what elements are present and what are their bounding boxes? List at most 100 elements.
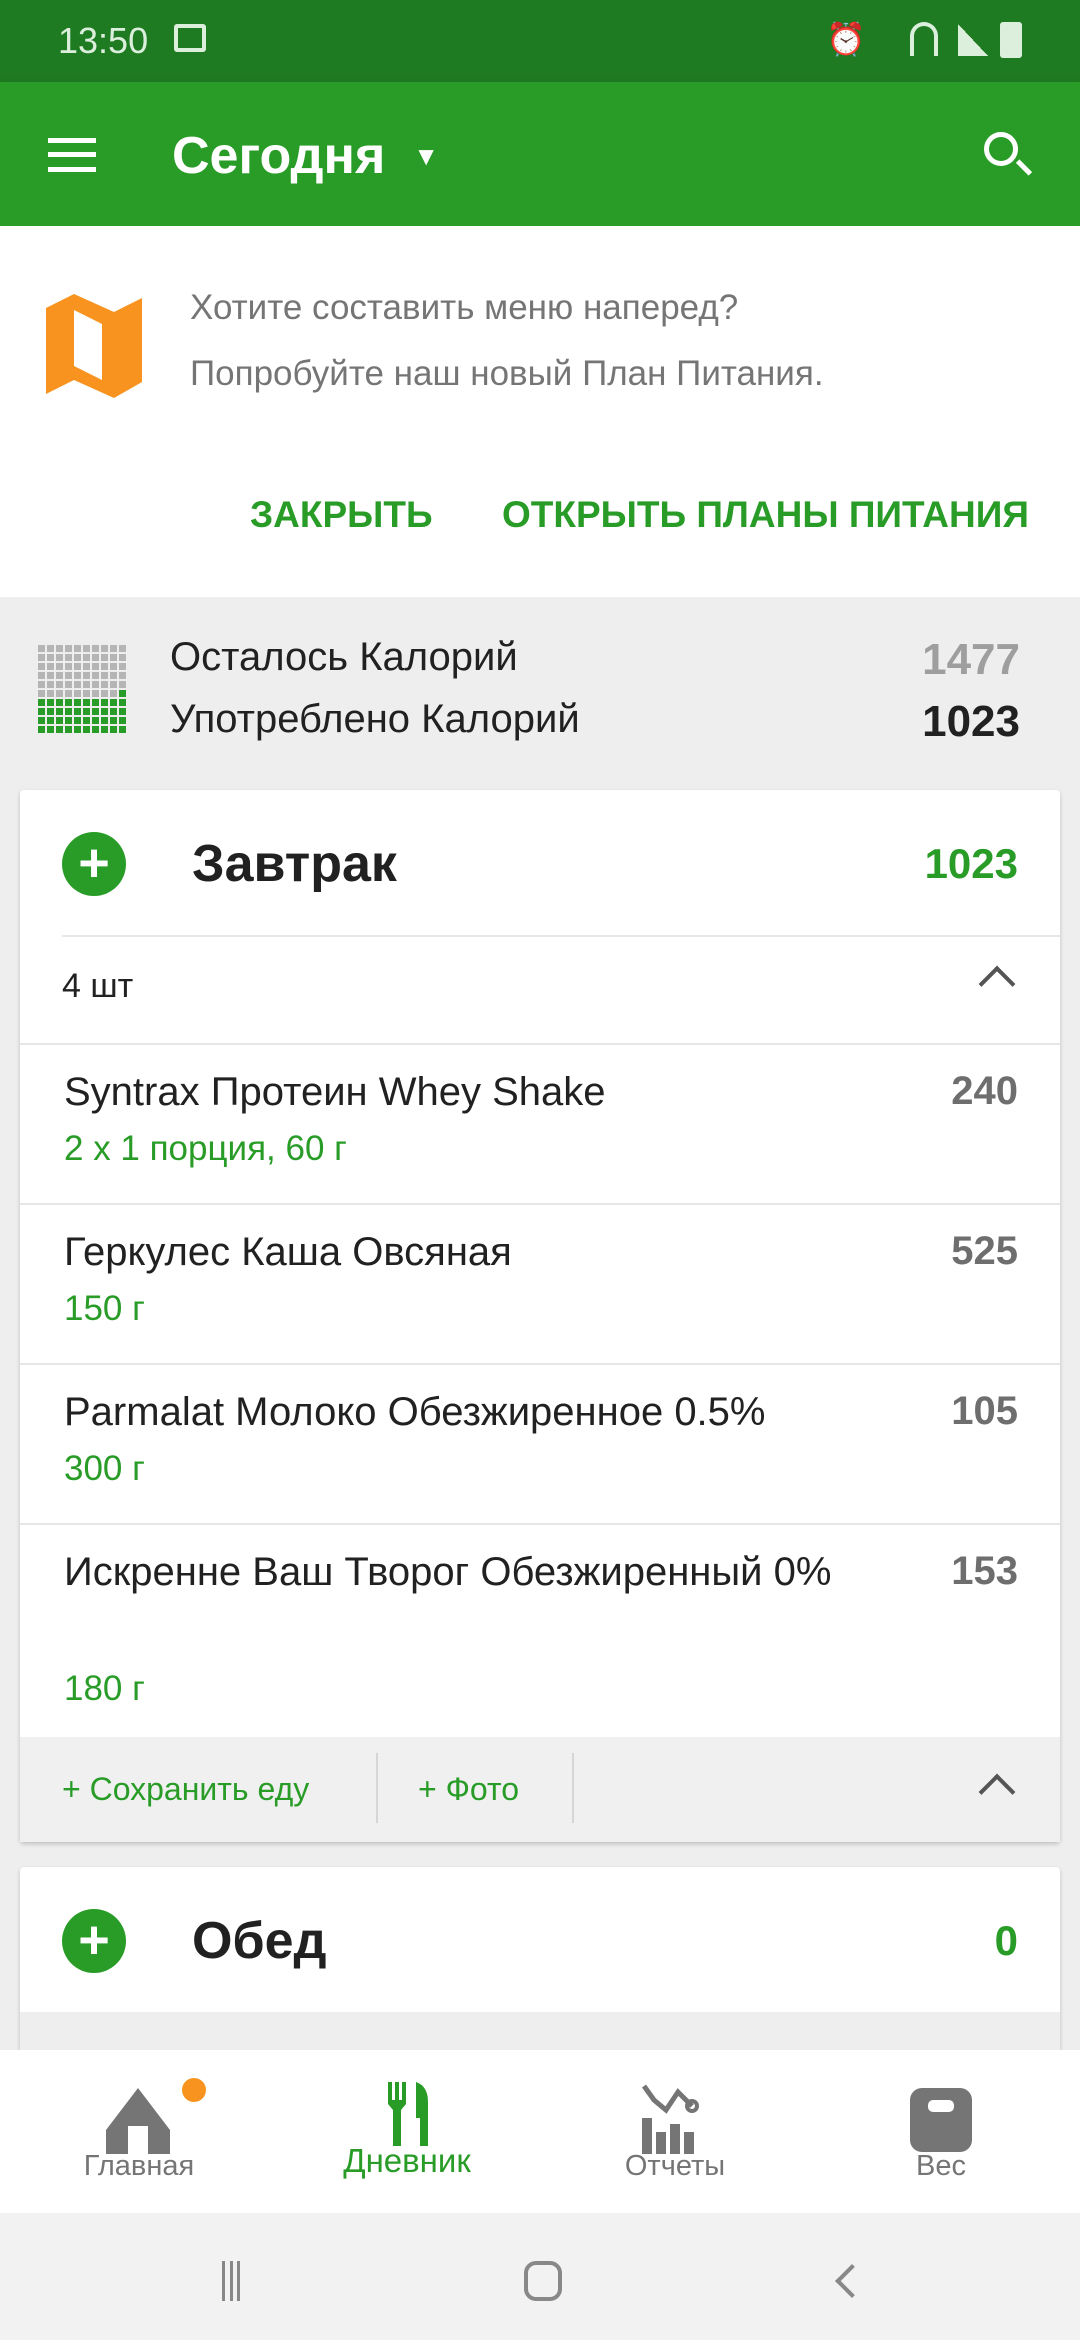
chevron-up-icon[interactable] [978, 965, 1016, 1003]
food-serving: 300 г [64, 1449, 145, 1488]
food-name: Геркулес Каша Овсяная [64, 1230, 512, 1274]
grid-cell [83, 681, 90, 688]
add-breakfast-button[interactable]: + [62, 832, 126, 896]
grid-cell [65, 645, 72, 652]
grid-cell [38, 645, 45, 652]
food-item[interactable]: Syntrax Протеин Whey Shake 2 x 1 порция,… [20, 1043, 1060, 1203]
grid-cell [38, 717, 45, 724]
grid-cell [101, 663, 108, 670]
home-button[interactable] [524, 2261, 562, 2301]
consumed-label: Употреблено Калорий [170, 697, 580, 741]
grid-cell [38, 654, 45, 661]
grid-cell [119, 690, 126, 697]
food-item[interactable]: Parmalat Молоко Обезжиренное 0.5% 300 г … [20, 1363, 1060, 1523]
recent-apps-button[interactable] [222, 2261, 240, 2301]
chevron-up-icon[interactable] [978, 1773, 1016, 1811]
grid-cell [110, 672, 117, 679]
grid-cell [119, 708, 126, 715]
grid-cell [74, 663, 81, 670]
grid-cell [47, 681, 54, 688]
items-count-row[interactable]: 4 шт [62, 935, 1060, 1043]
menu-icon[interactable] [48, 138, 96, 172]
food-name: Syntrax Протеин Whey Shake [64, 1070, 606, 1114]
add-lunch-button[interactable]: + [62, 1909, 126, 1973]
grid-cell [47, 699, 54, 706]
wifi-icon [910, 22, 938, 56]
back-button[interactable] [835, 2264, 869, 2298]
food-name: Parmalat Молоко Обезжиренное 0.5% [64, 1390, 766, 1434]
bottom-nav: Главная Дневник Отчеты Вес [0, 2050, 1080, 2213]
grid-cell [74, 699, 81, 706]
banner-line2: Попробуйте наш новый План Питания. [190, 354, 824, 393]
grid-cell [56, 654, 63, 661]
grid-cell [47, 654, 54, 661]
grid-cell [83, 663, 90, 670]
meal-plan-banner: Хотите составить меню наперед? Попробуйт… [0, 226, 1080, 597]
grid-cell [65, 726, 72, 733]
system-nav-bar [0, 2213, 1080, 2340]
food-item[interactable]: Геркулес Каша Овсяная 150 г 525 [20, 1203, 1060, 1363]
grid-cell [83, 654, 90, 661]
grid-cell [38, 663, 45, 670]
grid-cell [83, 699, 90, 706]
open-meal-plans-button[interactable]: ОТКРЫТЬ ПЛАНЫ ПИТАНИЯ [502, 494, 1029, 535]
save-meal-button[interactable]: + Сохранить еду [62, 1771, 310, 1807]
food-item[interactable]: Искренне Ваш Творог Обезжиренный 0% 180 … [20, 1523, 1060, 1737]
grid-cell [47, 645, 54, 652]
gallery-icon [174, 24, 206, 52]
signal-icon [958, 24, 988, 56]
grid-cell [110, 726, 117, 733]
grid-cell [110, 645, 117, 652]
nav-label: Дневник [343, 2142, 471, 2179]
status-time: 13:50 [58, 20, 149, 61]
nav-label: Вес [916, 2150, 966, 2182]
grid-cell [74, 708, 81, 715]
grid-cell [119, 681, 126, 688]
grid-cell [74, 717, 81, 724]
food-calories: 240 [951, 1069, 1018, 1113]
food-serving: 2 x 1 порция, 60 г [64, 1129, 347, 1168]
grid-cell [47, 690, 54, 697]
grid-cell [110, 699, 117, 706]
nav-home[interactable]: Главная [4, 2050, 274, 2213]
grid-cell [56, 672, 63, 679]
grid-cell [38, 708, 45, 715]
nav-diary[interactable]: Дневник [272, 2050, 542, 2213]
grid-cell [74, 645, 81, 652]
nav-weight[interactable]: Вес [806, 2050, 1076, 2213]
grid-cell [110, 663, 117, 670]
grid-cell [56, 726, 63, 733]
nav-reports[interactable]: Отчеты [540, 2050, 810, 2213]
grid-cell [47, 708, 54, 715]
grid-cell [110, 690, 117, 697]
alarm-icon: ⏰ [826, 21, 866, 57]
grid-cell [110, 708, 117, 715]
grid-cell [47, 663, 54, 670]
home-icon [106, 2088, 170, 2154]
calorie-grid-icon [38, 645, 128, 735]
food-calories: 525 [951, 1229, 1018, 1273]
page-title: Сегодня [172, 127, 386, 185]
grid-cell [119, 663, 126, 670]
lunch-card: + Обед 0 [20, 1867, 1060, 2072]
grid-cell [65, 690, 72, 697]
grid-cell [38, 699, 45, 706]
search-icon[interactable] [984, 132, 1033, 176]
grid-cell [92, 654, 99, 661]
breakfast-card: + Завтрак 1023 4 шт Syntrax Протеин Whey… [20, 790, 1060, 1842]
meal-calories: 1023 [924, 840, 1018, 887]
grid-cell [119, 654, 126, 661]
add-photo-button[interactable]: + Фото [418, 1771, 520, 1807]
grid-cell [65, 717, 72, 724]
food-calories: 153 [951, 1549, 1018, 1593]
grid-cell [74, 672, 81, 679]
date-selector[interactable]: Сегодня ▼ [172, 126, 439, 186]
grid-cell [65, 672, 72, 679]
grid-cell [83, 717, 90, 724]
close-button[interactable]: ЗАКРЫТЬ [250, 494, 433, 535]
grid-cell [74, 690, 81, 697]
grid-cell [47, 672, 54, 679]
status-bar: 13:50 ⏰ [0, 0, 1080, 82]
grid-cell [110, 681, 117, 688]
grid-cell [56, 717, 63, 724]
